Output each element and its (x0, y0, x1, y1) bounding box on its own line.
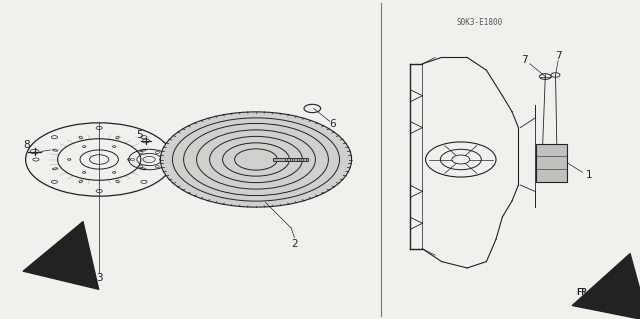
Text: 2: 2 (291, 239, 298, 249)
Text: 6: 6 (330, 119, 336, 130)
Text: FR.: FR. (44, 261, 60, 270)
Text: FR.: FR. (576, 288, 592, 297)
Text: 8: 8 (24, 140, 30, 150)
Circle shape (540, 74, 551, 79)
Text: 3: 3 (96, 272, 102, 283)
Text: 7: 7 (555, 51, 561, 61)
Circle shape (551, 73, 560, 77)
Text: S0K3-E1800: S0K3-E1800 (457, 18, 503, 27)
Text: 1: 1 (586, 170, 592, 180)
Circle shape (161, 112, 351, 207)
Bar (273, 158, 308, 161)
Text: 5: 5 (136, 130, 143, 140)
Bar (536, 144, 567, 182)
Text: 7: 7 (522, 55, 528, 65)
